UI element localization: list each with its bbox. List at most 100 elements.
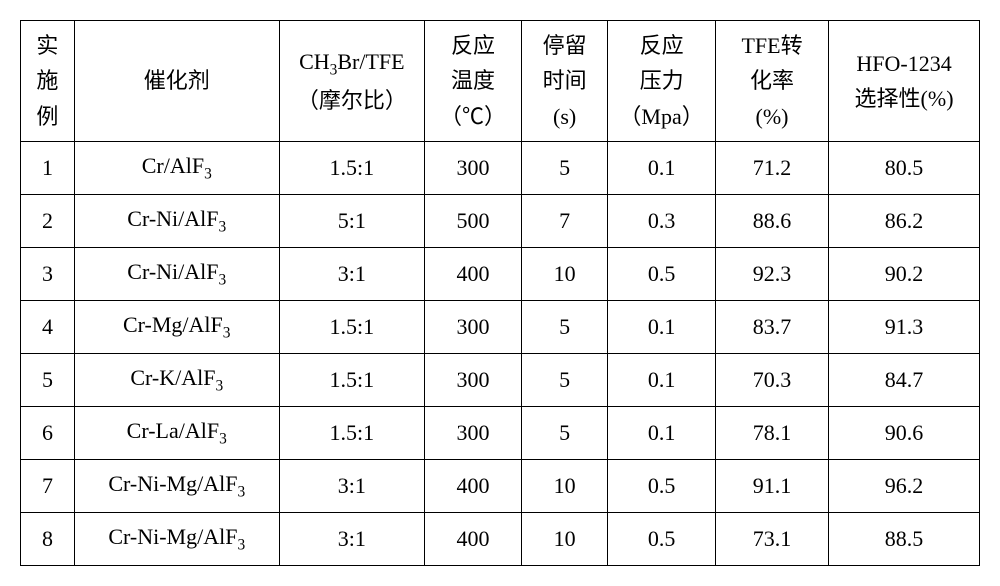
cell-selectivity: 88.5: [829, 513, 980, 566]
header-text: (%): [756, 99, 789, 134]
header-text: 实: [36, 28, 58, 63]
cell-conversion: 83.7: [715, 301, 828, 354]
catalyst-sub: 3: [204, 166, 212, 183]
cell-catalyst: Cr-Ni-Mg/AlF3: [74, 513, 279, 566]
col-header-example: 实 施 例: [21, 21, 75, 142]
header-text: 例: [36, 99, 58, 134]
cell-time: 10: [522, 248, 608, 301]
cell-time: 7: [522, 195, 608, 248]
header-text: （Mpa）: [619, 99, 703, 134]
cell-selectivity: 80.5: [829, 142, 980, 195]
table-row: 4Cr-Mg/AlF31.5:130050.183.791.3: [21, 301, 980, 354]
cell-selectivity: 96.2: [829, 460, 980, 513]
catalyst-text: Cr-Ni-Mg/AlF: [108, 524, 237, 549]
cell-pressure: 0.1: [608, 354, 716, 407]
data-table: 实 施 例 催化剂 CH3Br/TFE （摩尔比） 反应 温度: [20, 20, 980, 566]
header-text: CH3Br/TFE: [299, 44, 405, 83]
table-row: 1Cr/AlF31.5:130050.171.280.5: [21, 142, 980, 195]
catalyst-sub: 3: [219, 431, 227, 448]
header-text: 温度: [451, 63, 495, 98]
cell-temp: 300: [425, 354, 522, 407]
header-text: 施: [36, 63, 58, 98]
col-header-selectivity: HFO-1234 选择性(%): [829, 21, 980, 142]
cell-conversion: 71.2: [715, 142, 828, 195]
cell-ratio: 1.5:1: [279, 354, 424, 407]
cell-temp: 400: [425, 248, 522, 301]
cell-pressure: 0.1: [608, 407, 716, 460]
cell-selectivity: 86.2: [829, 195, 980, 248]
table-body: 1Cr/AlF31.5:130050.171.280.52Cr-Ni/AlF35…: [21, 142, 980, 566]
header-text: 反应: [640, 28, 684, 63]
cell-selectivity: 90.6: [829, 407, 980, 460]
table-row: 3Cr-Ni/AlF33:1400100.592.390.2: [21, 248, 980, 301]
cell-example: 1: [21, 142, 75, 195]
table-row: 2Cr-Ni/AlF35:150070.388.686.2: [21, 195, 980, 248]
cell-ratio: 3:1: [279, 248, 424, 301]
cell-ratio: 3:1: [279, 460, 424, 513]
cell-temp: 300: [425, 142, 522, 195]
header-text: 时间: [543, 63, 587, 98]
header-text: 化率: [750, 63, 794, 98]
cell-catalyst: Cr-La/AlF3: [74, 407, 279, 460]
cell-conversion: 91.1: [715, 460, 828, 513]
table-row: 6Cr-La/AlF31.5:130050.178.190.6: [21, 407, 980, 460]
header-text: 催化剂: [144, 63, 210, 98]
cell-temp: 400: [425, 460, 522, 513]
cell-conversion: 78.1: [715, 407, 828, 460]
catalyst-text: Cr/AlF: [142, 153, 204, 178]
catalyst-sub: 3: [237, 537, 245, 554]
catalyst-sub: 3: [237, 484, 245, 501]
header-text: TFE转: [741, 28, 802, 63]
catalyst-text: Cr-La/AlF: [127, 418, 219, 443]
cell-selectivity: 84.7: [829, 354, 980, 407]
header-text: 压力: [640, 63, 684, 98]
cell-temp: 300: [425, 407, 522, 460]
cell-pressure: 0.1: [608, 142, 716, 195]
catalyst-sub: 3: [223, 325, 231, 342]
header-text: （℃）: [440, 99, 506, 134]
cell-pressure: 0.5: [608, 248, 716, 301]
cell-example: 5: [21, 354, 75, 407]
header-text: HFO-1234: [856, 46, 951, 81]
cell-example: 8: [21, 513, 75, 566]
table-row: 8Cr-Ni-Mg/AlF33:1400100.573.188.5: [21, 513, 980, 566]
catalyst-sub: 3: [215, 378, 223, 395]
catalyst-text: Cr-Ni/AlF: [127, 206, 218, 231]
col-header-pressure: 反应 压力 （Mpa）: [608, 21, 716, 142]
cell-ratio: 1.5:1: [279, 142, 424, 195]
cell-catalyst: Cr/AlF3: [74, 142, 279, 195]
header-text: 选择性(%): [855, 81, 954, 116]
cell-selectivity: 90.2: [829, 248, 980, 301]
catalyst-text: Cr-Ni-Mg/AlF: [108, 471, 237, 496]
col-header-time: 停留 时间 (s): [522, 21, 608, 142]
cell-example: 2: [21, 195, 75, 248]
cell-example: 7: [21, 460, 75, 513]
cell-catalyst: Cr-Mg/AlF3: [74, 301, 279, 354]
cell-example: 4: [21, 301, 75, 354]
table-row: 5Cr-K/AlF31.5:130050.170.384.7: [21, 354, 980, 407]
catalyst-text: Cr-Mg/AlF: [123, 312, 223, 337]
cell-time: 5: [522, 301, 608, 354]
cell-temp: 500: [425, 195, 522, 248]
cell-conversion: 92.3: [715, 248, 828, 301]
cell-conversion: 88.6: [715, 195, 828, 248]
cell-time: 5: [522, 142, 608, 195]
catalyst-sub: 3: [219, 219, 227, 236]
cell-catalyst: Cr-Ni/AlF3: [74, 195, 279, 248]
col-header-ratio: CH3Br/TFE （摩尔比）: [279, 21, 424, 142]
cell-pressure: 0.1: [608, 301, 716, 354]
catalyst-text: Cr-Ni/AlF: [127, 259, 218, 284]
cell-catalyst: Cr-Ni-Mg/AlF3: [74, 460, 279, 513]
cell-pressure: 0.3: [608, 195, 716, 248]
col-header-catalyst: 催化剂: [74, 21, 279, 142]
cell-ratio: 1.5:1: [279, 407, 424, 460]
header-text: （摩尔比）: [297, 83, 407, 118]
cell-ratio: 5:1: [279, 195, 424, 248]
cell-catalyst: Cr-Ni/AlF3: [74, 248, 279, 301]
cell-conversion: 70.3: [715, 354, 828, 407]
cell-time: 10: [522, 460, 608, 513]
table-header-row: 实 施 例 催化剂 CH3Br/TFE （摩尔比） 反应 温度: [21, 21, 980, 142]
col-header-conversion: TFE转 化率 (%): [715, 21, 828, 142]
cell-time: 5: [522, 407, 608, 460]
cell-example: 3: [21, 248, 75, 301]
